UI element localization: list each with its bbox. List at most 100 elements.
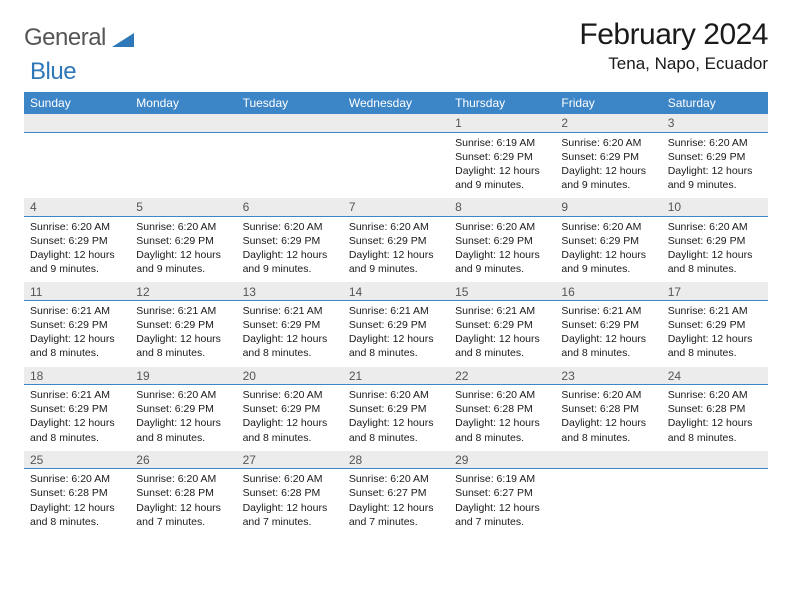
day-number <box>24 114 130 132</box>
day-detail: Sunrise: 6:21 AMSunset: 6:29 PMDaylight:… <box>237 300 343 366</box>
sunrise-text: Sunrise: 6:20 AM <box>243 388 337 402</box>
day-detail: Sunrise: 6:21 AMSunset: 6:29 PMDaylight:… <box>24 385 130 451</box>
day-detail: Sunrise: 6:20 AMSunset: 6:29 PMDaylight:… <box>343 385 449 451</box>
daylight-text: Daylight: 12 hours and 8 minutes. <box>668 248 762 276</box>
day-number-row: 18192021222324 <box>24 367 768 385</box>
sunset-text: Sunset: 6:28 PM <box>243 486 337 500</box>
daylight-text: Daylight: 12 hours and 9 minutes. <box>561 248 655 276</box>
day-detail: Sunrise: 6:20 AMSunset: 6:28 PMDaylight:… <box>449 385 555 451</box>
day-detail <box>237 132 343 198</box>
sunrise-text: Sunrise: 6:19 AM <box>455 136 549 150</box>
sunset-text: Sunset: 6:29 PM <box>30 402 124 416</box>
day-number-row: 45678910 <box>24 198 768 216</box>
day-number: 23 <box>555 367 661 385</box>
title-block: February 2024 Tena, Napo, Ecuador <box>579 18 768 74</box>
location: Tena, Napo, Ecuador <box>579 54 768 74</box>
sunset-text: Sunset: 6:28 PM <box>455 402 549 416</box>
daylight-text: Daylight: 12 hours and 8 minutes. <box>136 332 230 360</box>
day-detail-row: Sunrise: 6:20 AM Sunset: 6:28 PM Daylight:… <box>24 469 768 535</box>
sunrise-text: Sunrise: 6:20 AM <box>349 472 443 486</box>
daylight-text: Daylight: 12 hours and 7 minutes. <box>349 501 443 529</box>
day-detail: Sunrise: 6:20 AMSunset: 6:29 PMDaylight:… <box>555 132 661 198</box>
day-number: 28 <box>343 451 449 469</box>
sunrise-text: Sunrise: 6:21 AM <box>243 304 337 318</box>
sunset-text: Sunset: 6:29 PM <box>349 402 443 416</box>
day-number: 27 <box>237 451 343 469</box>
daylight-text: Daylight: 12 hours and 9 minutes. <box>455 248 549 276</box>
sunrise-text: Sunrise: 6:20 AM <box>561 388 655 402</box>
day-detail: Sunrise: 6:20 AMSunset: 6:29 PMDaylight:… <box>449 216 555 282</box>
daylight-text: Daylight: 12 hours and 8 minutes. <box>136 416 230 444</box>
day-number: 15 <box>449 282 555 300</box>
daylight-text: Daylight: 12 hours and 8 minutes. <box>349 332 443 360</box>
sunrise-text: Sunrise: 6:20 AM <box>455 220 549 234</box>
logo: General <box>24 18 134 52</box>
sunset-text: Sunset: 6:29 PM <box>668 234 762 248</box>
sunset-text: Sunset: 6:28 PM <box>30 486 124 500</box>
day-number: 13 <box>237 282 343 300</box>
daylight-text: Daylight: 12 hours and 9 minutes. <box>136 248 230 276</box>
sunrise-text: Sunrise: 6:20 AM <box>561 220 655 234</box>
day-number: 9 <box>555 198 661 216</box>
day-detail: Sunrise: 6:21 AMSunset: 6:29 PMDaylight:… <box>449 300 555 366</box>
calendar-body: 123Sunrise: 6:19 AMSunset: 6:29 PMDaylig… <box>24 114 768 535</box>
day-number: 10 <box>662 198 768 216</box>
sunset-text: Sunset: 6:29 PM <box>30 234 124 248</box>
sunrise-text: Sunrise: 6:20 AM <box>668 136 762 150</box>
day-detail: Sunrise: 6:20 AMSunset: 6:29 PMDaylight:… <box>130 216 236 282</box>
day-number-row: 11121314151617 <box>24 282 768 300</box>
day-detail: Sunrise: 6:20 AMSunset: 6:28 PMDaylight:… <box>662 385 768 451</box>
sunrise-text: Sunrise: 6:20 AM <box>243 220 337 234</box>
sunrise-text: Sunrise: 6:20 AM <box>349 220 443 234</box>
sunset-text: Sunset: 6:27 PM <box>455 486 549 500</box>
day-number-row: 2526272829 <box>24 451 768 469</box>
sunset-text: Sunset: 6:29 PM <box>136 402 230 416</box>
day-number: 3 <box>662 114 768 132</box>
month-title: February 2024 <box>579 18 768 52</box>
day-detail <box>24 132 130 198</box>
sunset-text: Sunset: 6:29 PM <box>243 234 337 248</box>
day-detail: Sunrise: 6:20 AMSunset: 6:29 PMDaylight:… <box>555 216 661 282</box>
day-detail: Sunrise: 6:19 AMSunset: 6:27 PMDaylight:… <box>449 469 555 535</box>
sunrise-text: Sunrise: 6:21 AM <box>30 388 124 402</box>
daylight-text: Daylight: 12 hours and 9 minutes. <box>455 164 549 192</box>
day-number <box>555 451 661 469</box>
sunset-text: Sunset: 6:28 PM <box>136 486 230 500</box>
day-number: 6 <box>237 198 343 216</box>
sunrise-text: Sunrise: 6:20 AM <box>136 220 230 234</box>
day-number <box>130 114 236 132</box>
daylight-text: Daylight: 12 hours and 8 minutes. <box>30 416 124 444</box>
sunset-text: Sunset: 6:29 PM <box>668 318 762 332</box>
daylight-text: Daylight: 12 hours and 8 minutes. <box>455 416 549 444</box>
daylight-text: Daylight: 12 hours and 9 minutes. <box>243 248 337 276</box>
day-number: 18 <box>24 367 130 385</box>
daylight-text: Daylight: 12 hours and 8 minutes. <box>243 416 337 444</box>
day-number: 19 <box>130 367 236 385</box>
sunrise-text: Sunrise: 6:21 AM <box>668 304 762 318</box>
sunset-text: Sunset: 6:29 PM <box>561 234 655 248</box>
logo-word-2: Blue <box>30 58 76 85</box>
daylight-text: Daylight: 12 hours and 8 minutes. <box>668 332 762 360</box>
sunrise-text: Sunrise: 6:20 AM <box>668 388 762 402</box>
weekday-header: Wednesday <box>343 92 449 114</box>
sunrise-text: Sunrise: 6:21 AM <box>136 304 230 318</box>
daylight-text: Daylight: 12 hours and 9 minutes. <box>668 164 762 192</box>
day-number: 4 <box>24 198 130 216</box>
day-detail: Sunrise: 6:21 AMSunset: 6:29 PMDaylight:… <box>662 300 768 366</box>
day-number: 5 <box>130 198 236 216</box>
sunset-text: Sunset: 6:29 PM <box>455 318 549 332</box>
daylight-text: Daylight: 12 hours and 8 minutes. <box>561 416 655 444</box>
day-number: 8 <box>449 198 555 216</box>
day-detail: Sunrise: 6:20 AMSunset: 6:29 PMDaylight:… <box>24 216 130 282</box>
sunset-text: Sunset: 6:29 PM <box>455 150 549 164</box>
day-detail-row: Sunrise: 6:21 AMSunset: 6:29 PMDaylight:… <box>24 385 768 451</box>
day-detail: Sunrise: 6:20 AMSunset: 6:29 PMDaylight:… <box>130 385 236 451</box>
sunrise-text: Sunrise: 6:20 AM <box>30 220 124 234</box>
day-detail: Sunrise: 6:20 AMSunset: 6:29 PMDaylight:… <box>343 216 449 282</box>
day-number: 2 <box>555 114 661 132</box>
day-detail: Sunrise: 6:21 AMSunset: 6:29 PMDaylight:… <box>343 300 449 366</box>
day-detail <box>662 469 768 535</box>
sunrise-text: Sunrise: 6:20 AM <box>136 388 230 402</box>
sunset-text: Sunset: 6:29 PM <box>136 234 230 248</box>
day-number: 12 <box>130 282 236 300</box>
